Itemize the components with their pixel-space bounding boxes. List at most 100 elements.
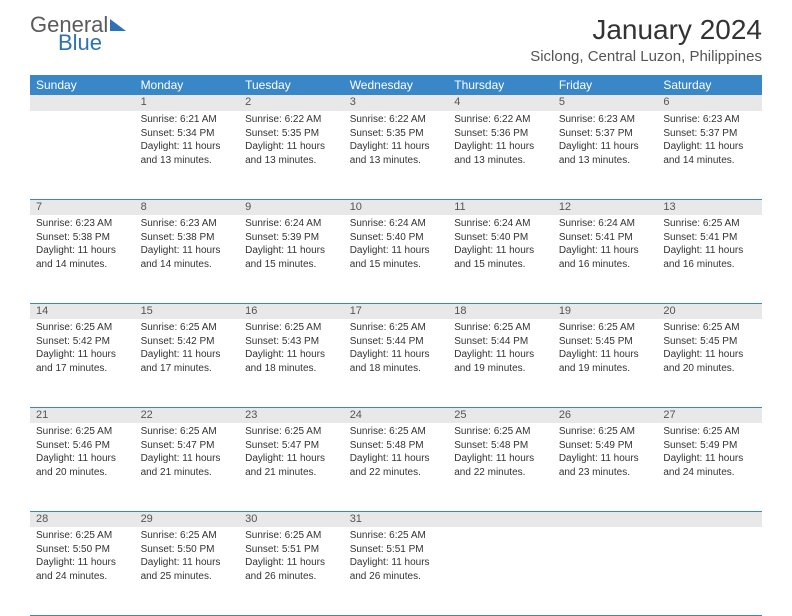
day-number-cell [657,511,762,527]
daylight-text: Daylight: 11 hours and 22 minutes. [350,452,443,479]
sunrise-text: Sunrise: 6:25 AM [141,321,234,335]
sunrise-text: Sunrise: 6:25 AM [350,321,443,335]
sunrise-text: Sunrise: 6:24 AM [454,217,547,231]
brand-part2: Blue [58,32,126,54]
day-number-row: 123456 [30,95,762,111]
sunrise-text: Sunrise: 6:25 AM [36,321,129,335]
daylight-text: Daylight: 11 hours and 14 minutes. [663,140,756,167]
day-cell: Sunrise: 6:25 AMSunset: 5:49 PMDaylight:… [657,423,762,511]
day-cell: Sunrise: 6:25 AMSunset: 5:42 PMDaylight:… [30,319,135,407]
day-cell: Sunrise: 6:25 AMSunset: 5:49 PMDaylight:… [553,423,658,511]
day-cell: Sunrise: 6:25 AMSunset: 5:50 PMDaylight:… [30,527,135,615]
sunrise-text: Sunrise: 6:22 AM [245,113,338,127]
sunset-text: Sunset: 5:37 PM [663,127,756,141]
sunrise-text: Sunrise: 6:23 AM [663,113,756,127]
daylight-text: Daylight: 11 hours and 15 minutes. [350,244,443,271]
day-number-cell: 8 [135,199,240,215]
sunrise-text: Sunrise: 6:25 AM [245,529,338,543]
daylight-text: Daylight: 11 hours and 14 minutes. [36,244,129,271]
day-number-cell: 12 [553,199,658,215]
title-block: January 2024 Siclong, Central Luzon, Phi… [530,14,762,65]
sunrise-text: Sunrise: 6:25 AM [663,217,756,231]
daylight-text: Daylight: 11 hours and 13 minutes. [350,140,443,167]
day-number-cell: 28 [30,511,135,527]
day-cell: Sunrise: 6:25 AMSunset: 5:50 PMDaylight:… [135,527,240,615]
calendar-body: 123456Sunrise: 6:21 AMSunset: 5:34 PMDay… [30,95,762,615]
day-cell: Sunrise: 6:25 AMSunset: 5:46 PMDaylight:… [30,423,135,511]
sunset-text: Sunset: 5:44 PM [350,335,443,349]
day-number-cell [553,511,658,527]
day-cell [448,527,553,615]
sunset-text: Sunset: 5:47 PM [141,439,234,453]
day-cell: Sunrise: 6:25 AMSunset: 5:43 PMDaylight:… [239,319,344,407]
daylight-text: Daylight: 11 hours and 19 minutes. [559,348,652,375]
sunset-text: Sunset: 5:48 PM [350,439,443,453]
sunrise-text: Sunrise: 6:23 AM [559,113,652,127]
daylight-text: Daylight: 11 hours and 13 minutes. [141,140,234,167]
daylight-text: Daylight: 11 hours and 21 minutes. [245,452,338,479]
weekday-header-row: Sunday Monday Tuesday Wednesday Thursday… [30,75,762,95]
day-number-cell: 9 [239,199,344,215]
day-number-row: 21222324252627 [30,407,762,423]
day-cell: Sunrise: 6:23 AMSunset: 5:37 PMDaylight:… [657,111,762,199]
sunrise-text: Sunrise: 6:21 AM [141,113,234,127]
week-row: Sunrise: 6:25 AM Sunset: 5:50 PM Daylight:… [30,527,762,615]
daylight-text: Daylight: 11 hours and 26 minutes. [350,556,443,583]
daylight-text: Daylight: 11 hours and 13 minutes. [559,140,652,167]
week-row: Sunrise: 6:21 AMSunset: 5:34 PMDaylight:… [30,111,762,199]
day-number-cell: 3 [344,95,449,111]
location-subtitle: Siclong, Central Luzon, Philippines [530,48,762,65]
sunrise-text: Sunrise: 6:25 AM [350,425,443,439]
weekday-header: Friday [553,75,658,95]
sunset-text: Sunset: 5:37 PM [559,127,652,141]
day-cell [657,527,762,615]
sunset-text: Sunset: 5:44 PM [454,335,547,349]
day-cell [30,111,135,199]
day-number-cell: 6 [657,95,762,111]
day-number-cell: 21 [30,407,135,423]
brand-logo: General Blue [30,14,126,54]
day-number-cell: 5 [553,95,658,111]
daylight-text: Daylight: 11 hours and 15 minutes. [245,244,338,271]
week-row: Sunrise: 6:25 AMSunset: 5:42 PMDaylight:… [30,319,762,407]
daylight-text: Daylight: 11 hours and 20 minutes. [663,348,756,375]
sunset-text: Sunset: 5:49 PM [663,439,756,453]
day-number-cell: 15 [135,303,240,319]
sunset-text: Sunset: 5:50 PM [36,543,129,557]
daylight-text: Daylight: 11 hours and 18 minutes. [350,348,443,375]
day-cell: Sunrise: 6:25 AMSunset: 5:45 PMDaylight:… [553,319,658,407]
day-number-cell: 1 [135,95,240,111]
sunrise-text: Sunrise: 6:25 AM [141,529,234,543]
day-number-cell: 13 [657,199,762,215]
day-cell: Sunrise: 6:25 AMSunset: 5:44 PMDaylight:… [344,319,449,407]
daylight-text: Daylight: 11 hours and 14 minutes. [141,244,234,271]
daylight-text: Daylight: 11 hours and 17 minutes. [36,348,129,375]
day-cell: Sunrise: 6:25 AMSunset: 5:41 PMDaylight:… [657,215,762,303]
sunrise-text: Sunrise: 6:24 AM [559,217,652,231]
sunset-text: Sunset: 5:42 PM [141,335,234,349]
daylight-text: Daylight: 11 hours and 17 minutes. [141,348,234,375]
sunset-text: Sunset: 5:40 PM [350,231,443,245]
sunrise-text: Sunrise: 6:25 AM [663,425,756,439]
day-number-cell: 4 [448,95,553,111]
daylight-text: Daylight: 11 hours and 24 minutes. [663,452,756,479]
day-number-row: 78910111213 [30,199,762,215]
day-cell: Sunrise: 6:25 AMSunset: 5:48 PMDaylight:… [344,423,449,511]
day-cell: Sunrise: 6:22 AMSunset: 5:35 PMDaylight:… [344,111,449,199]
day-number-cell: 18 [448,303,553,319]
weekday-header: Saturday [657,75,762,95]
daylight-text: Daylight: 11 hours and 19 minutes. [454,348,547,375]
sunset-text: Sunset: 5:46 PM [36,439,129,453]
daylight-text: Daylight: 11 hours and 16 minutes. [663,244,756,271]
sunset-text: Sunset: 5:41 PM [559,231,652,245]
sunset-text: Sunset: 5:38 PM [36,231,129,245]
day-number-cell: 19 [553,303,658,319]
brand-triangle-icon [110,19,126,31]
month-title: January 2024 [530,14,762,46]
weekday-header: Monday [135,75,240,95]
sunset-text: Sunset: 5:41 PM [663,231,756,245]
sunrise-text: Sunrise: 6:24 AM [245,217,338,231]
day-cell: Sunrise: 6:25 AMSunset: 5:47 PMDaylight:… [135,423,240,511]
sunset-text: Sunset: 5:43 PM [245,335,338,349]
sunset-text: Sunset: 5:51 PM [245,543,338,557]
